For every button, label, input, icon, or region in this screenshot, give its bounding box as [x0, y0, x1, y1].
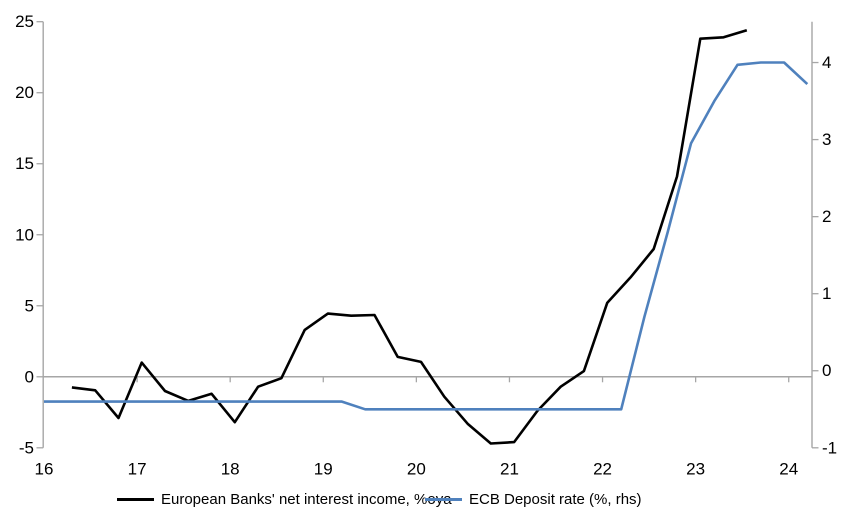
- left-axis-tick-label: 25: [15, 12, 34, 31]
- x-axis-tick-label: 18: [221, 460, 240, 479]
- left-axis-tick-label: 15: [15, 154, 34, 173]
- right-axis-tick-label: -1: [822, 438, 837, 457]
- x-axis-tick-label: 23: [686, 460, 705, 479]
- x-axis-tick-label: 20: [407, 460, 426, 479]
- legend-item-ecb-deposit-rate: ECB Deposit rate (%, rhs): [425, 491, 642, 508]
- x-axis-tick-label: 22: [593, 460, 612, 479]
- right-axis-tick-label: 4: [822, 53, 831, 72]
- left-axis-tick-label: 20: [15, 83, 34, 102]
- legend-swatch-nii: [117, 498, 154, 501]
- right-axis-tick-label: 0: [822, 361, 831, 380]
- x-axis-tick-label: 16: [35, 460, 54, 479]
- left-axis-tick-label: 10: [15, 225, 34, 244]
- left-axis-tick-label: 0: [25, 367, 34, 386]
- x-axis-tick-label: 17: [128, 460, 147, 479]
- legend-label-nii: European Banks' net interest income, %oy…: [161, 491, 452, 508]
- x-axis-tick-label: 19: [314, 460, 333, 479]
- series-line-ecb-deposit-rate: [44, 61, 809, 411]
- right-axis-tick-label: 2: [822, 207, 831, 226]
- series-line-nii: [71, 28, 748, 445]
- right-axis-tick-label: 3: [822, 130, 831, 149]
- legend-item-nii: European Banks' net interest income, %oy…: [117, 491, 452, 508]
- left-axis-tick-label: 5: [25, 296, 34, 315]
- legend-swatch-ecb-deposit-rate: [425, 498, 462, 501]
- right-axis-tick-label: 1: [822, 284, 831, 303]
- left-axis-tick-label: -5: [19, 438, 34, 457]
- x-axis-tick-label: 21: [500, 460, 519, 479]
- x-axis-tick-label: 24: [779, 460, 798, 479]
- legend-label-ecb-deposit-rate: ECB Deposit rate (%, rhs): [469, 491, 642, 508]
